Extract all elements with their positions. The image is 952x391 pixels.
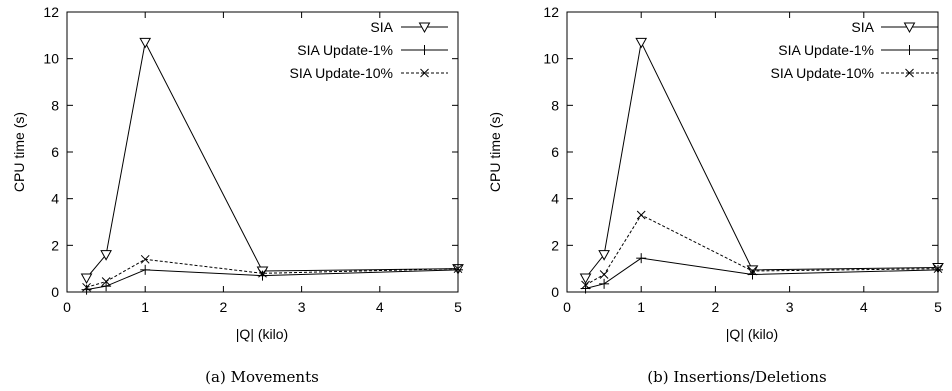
data-point-d2 [453, 264, 463, 274]
data-point [80, 273, 93, 285]
y-axis-label: CPU time (s) [11, 112, 27, 192]
legend-marker [419, 45, 430, 55]
y-tick-label: 8 [551, 97, 559, 113]
x-tick-label: 0 [63, 299, 71, 315]
data-point [453, 264, 463, 274]
legend-label: SIA [370, 19, 393, 35]
series-2 [581, 210, 943, 290]
x-tick-label: 0 [563, 299, 571, 315]
data-point [453, 264, 463, 275]
series-line [86, 258, 459, 288]
data-point-d2 [82, 282, 91, 292]
series-line [86, 269, 459, 291]
plot-frame [566, 11, 939, 293]
legend-label: SIA Update-10% [770, 65, 874, 81]
data-point [635, 37, 648, 49]
data-point [579, 273, 592, 285]
data-point-d2 [101, 277, 111, 286]
y-tick-label: 8 [51, 97, 59, 113]
legend-label: SIA Update-1% [778, 42, 874, 58]
legend-marker [903, 22, 916, 34]
y-tick-label: 10 [43, 51, 59, 67]
panel-caption: (a) Movements [205, 368, 319, 386]
data-point [748, 266, 757, 276]
series-line [585, 40, 939, 279]
x-tick-label: 5 [454, 299, 462, 315]
panel-caption: (b) Insertions/Deletions [647, 368, 826, 386]
plot-frame [66, 11, 459, 293]
data-point [139, 37, 152, 49]
legend-label: SIA [851, 19, 874, 35]
x-tick-label: 3 [298, 299, 306, 315]
data-point [257, 270, 268, 281]
data-point [599, 270, 609, 279]
legend-label: SIA Update-10% [289, 65, 393, 81]
y-tick-label: 12 [543, 4, 559, 20]
data-point-d2 [258, 268, 267, 278]
y-tick-label: 10 [543, 51, 559, 67]
data-point [636, 210, 646, 220]
data-point-d2 [933, 264, 943, 274]
x-axis-label: |Q| (kilo) [236, 326, 288, 342]
data-point [598, 250, 610, 261]
data-point [258, 268, 267, 278]
y-tick-label: 6 [51, 144, 59, 160]
series-2 [82, 254, 463, 292]
x-tick-label: 4 [860, 299, 868, 315]
data-point-d2 [636, 210, 646, 220]
x-tick-label: 1 [637, 299, 645, 315]
legend-marker-d2 [420, 68, 429, 78]
data-point [581, 280, 590, 290]
data-point [101, 277, 111, 286]
series-line [86, 40, 459, 279]
data-point-d2 [581, 280, 590, 290]
y-tick-label: 4 [551, 191, 559, 207]
y-axis-label: CPU time (s) [487, 112, 503, 192]
y-tick-label: 2 [551, 237, 559, 253]
data-point-d2 [140, 254, 150, 264]
y-tick-label: 12 [43, 4, 59, 20]
data-point [636, 253, 647, 264]
data-point [81, 284, 92, 295]
legend-marker [904, 45, 915, 55]
data-point [140, 254, 150, 264]
x-axis-label: |Q| (kilo) [726, 326, 778, 342]
data-point [100, 250, 112, 261]
series-1 [81, 264, 463, 295]
x-tick-label: 4 [376, 299, 384, 315]
series-0 [80, 37, 464, 285]
legend-marker [418, 22, 431, 34]
series-line [585, 257, 939, 289]
y-tick-label: 0 [51, 284, 59, 300]
data-point [101, 281, 112, 292]
data-point-d2 [599, 270, 609, 279]
data-point [140, 264, 151, 275]
x-tick-label: 2 [220, 299, 228, 315]
x-tick-label: 1 [141, 299, 149, 315]
y-tick-label: 6 [551, 144, 559, 160]
y-tick-label: 2 [51, 237, 59, 253]
data-point [599, 278, 610, 289]
x-tick-label: 5 [934, 299, 942, 315]
legend-marker [420, 68, 429, 78]
data-point-d2 [748, 266, 757, 276]
legend-label: SIA Update-1% [297, 42, 393, 58]
legend-marker [905, 68, 914, 78]
data-point [933, 264, 943, 275]
data-point [82, 282, 91, 292]
y-tick-label: 0 [551, 284, 559, 300]
x-tick-label: 2 [712, 299, 720, 315]
legend-marker-d2 [905, 68, 914, 78]
series-0 [579, 37, 944, 285]
y-tick-label: 4 [51, 191, 59, 207]
data-point [933, 264, 943, 274]
x-tick-label: 3 [786, 299, 794, 315]
series-1 [580, 253, 943, 294]
